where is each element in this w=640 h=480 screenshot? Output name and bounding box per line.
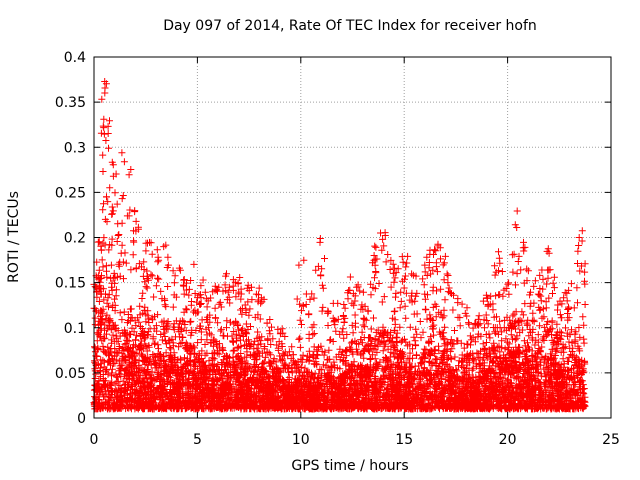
y-tick-label: 0.25 <box>55 185 86 201</box>
y-tick-label: 0.35 <box>55 95 86 111</box>
x-tick-label: 25 <box>602 432 620 448</box>
y-axis: 0 0.05 0.1 0.15 0.2 0.25 0.3 0.35 0.4 <box>55 50 611 427</box>
y-axis-label: ROTI / TECUs <box>6 191 22 283</box>
x-tick-label: 0 <box>90 432 99 448</box>
y-tick-label: 0.05 <box>55 366 86 382</box>
y-tick-label: 0.1 <box>64 321 86 337</box>
x-axis: 0 5 10 15 20 25 <box>90 57 620 448</box>
x-tick-label: 20 <box>499 432 517 448</box>
y-tick-label: 0.4 <box>64 50 86 66</box>
y-tick-label: 0.15 <box>55 276 86 292</box>
grid-lines <box>94 57 611 418</box>
chart-title: Day 097 of 2014, Rate Of TEC Index for r… <box>163 18 537 34</box>
x-tick-label: 5 <box>193 432 202 448</box>
x-tick-label: 10 <box>292 432 310 448</box>
y-tick-label: 0 <box>77 411 86 427</box>
y-tick-label: 0.3 <box>64 140 86 156</box>
y-tick-label: 0.2 <box>64 231 86 247</box>
x-tick-label: 15 <box>395 432 413 448</box>
x-axis-label: GPS time / hours <box>291 458 408 474</box>
